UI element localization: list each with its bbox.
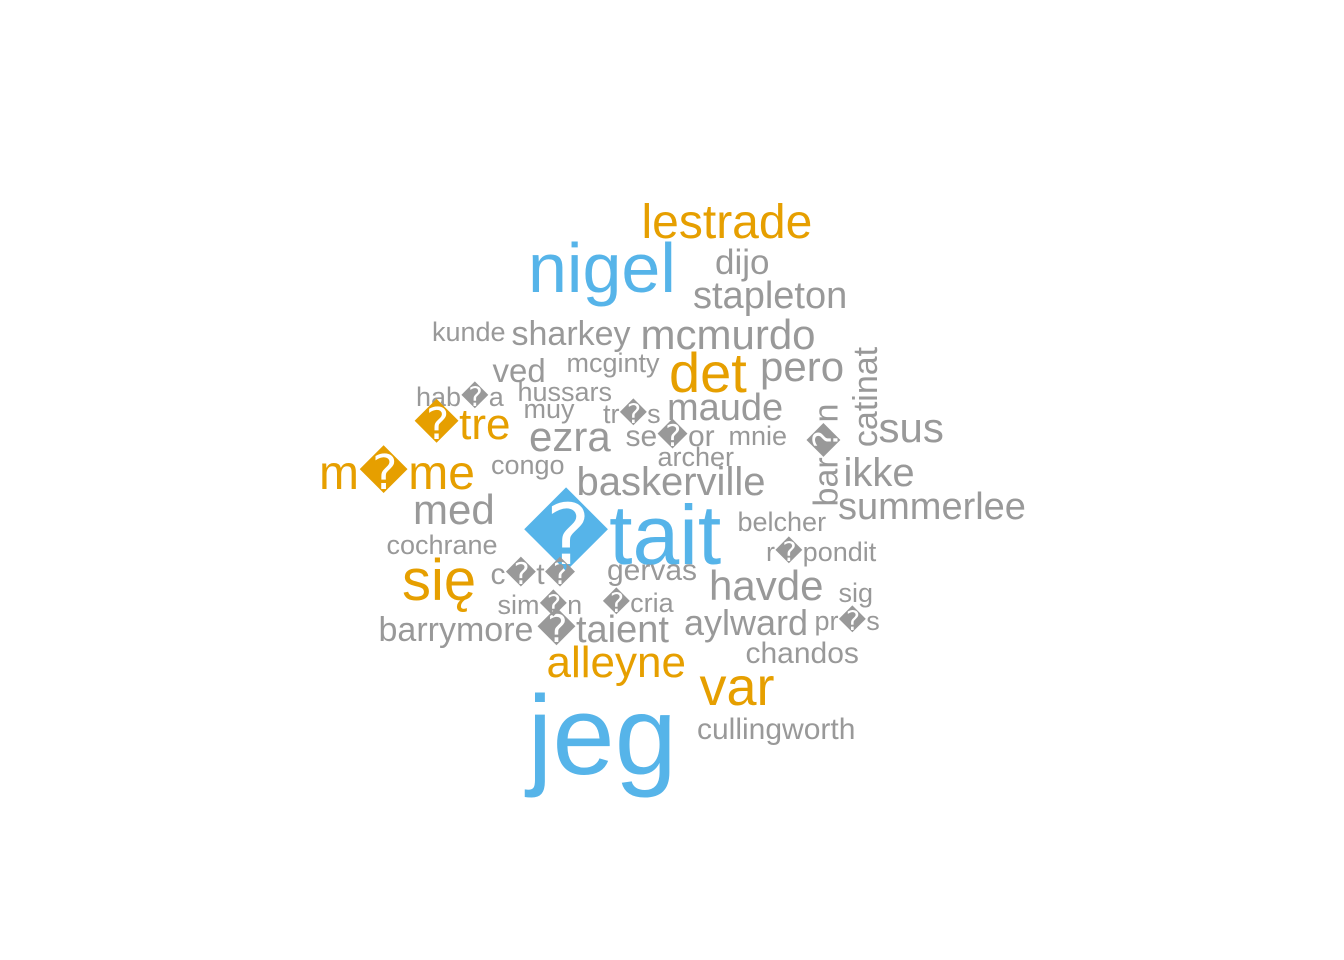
word-kunde: kunde bbox=[432, 316, 506, 347]
word-mcginty: mcginty bbox=[566, 347, 660, 378]
word-havde: havde bbox=[709, 562, 824, 609]
word-senor: se�or bbox=[625, 420, 715, 453]
word-meme: m�me bbox=[319, 447, 475, 500]
word-nigel: nigel bbox=[528, 229, 676, 307]
word-var: var bbox=[699, 657, 775, 717]
word-sig: sig bbox=[838, 577, 874, 608]
word-congo: congo bbox=[491, 449, 565, 480]
word-det: det bbox=[669, 341, 747, 404]
word-lestrade: lestrade bbox=[641, 196, 813, 249]
word-dijo: dijo bbox=[715, 242, 770, 282]
word-sharkey: sharkey bbox=[511, 315, 631, 353]
word-ved: ved bbox=[492, 351, 546, 389]
word-etre: �tre bbox=[414, 400, 511, 449]
word-muy: muy bbox=[523, 393, 575, 424]
word-tres: tr�s bbox=[603, 398, 661, 429]
word-pero: pero bbox=[760, 343, 845, 390]
word-etaient: �taient bbox=[537, 609, 669, 651]
word-simon: sim�n bbox=[497, 589, 583, 620]
word-haba: hab�a bbox=[416, 381, 504, 412]
word-ezra: ezra bbox=[529, 413, 611, 460]
word-chandos: chandos bbox=[745, 637, 859, 670]
word-baskerville: baskerville bbox=[576, 460, 766, 504]
word-belcher: belcher bbox=[737, 506, 827, 537]
word-maude: maude bbox=[667, 387, 784, 429]
word-med: med bbox=[413, 486, 495, 533]
word-ecria: �cria bbox=[602, 587, 674, 618]
word-mnie: mnie bbox=[728, 420, 788, 451]
word-ikke: ikke bbox=[843, 451, 915, 495]
word-pres: pr�s bbox=[814, 605, 880, 636]
word-barrymore: barrymore bbox=[378, 611, 534, 649]
word-jeg: jeg bbox=[527, 673, 677, 798]
word-cullingworth: cullingworth bbox=[697, 713, 856, 746]
word-gervas: gervas bbox=[607, 554, 698, 587]
word-mcmurdo: mcmurdo bbox=[640, 311, 816, 358]
word-hussars: hussars bbox=[517, 376, 613, 407]
word-aylward: aylward bbox=[684, 602, 809, 643]
word-stapleton: stapleton bbox=[693, 275, 848, 317]
word-etait: �tait bbox=[523, 488, 722, 582]
word-sus: sus bbox=[878, 404, 944, 451]
word-archer: archer bbox=[657, 441, 735, 472]
word-summerlee: summerlee bbox=[838, 486, 1026, 528]
word-alleyne: alleyne bbox=[546, 638, 686, 687]
word-sie: się bbox=[402, 548, 477, 613]
word-cote: c�t� bbox=[490, 558, 576, 591]
word-cochrane: cochrane bbox=[386, 529, 498, 560]
word-repondit: r�pondit bbox=[766, 536, 877, 567]
